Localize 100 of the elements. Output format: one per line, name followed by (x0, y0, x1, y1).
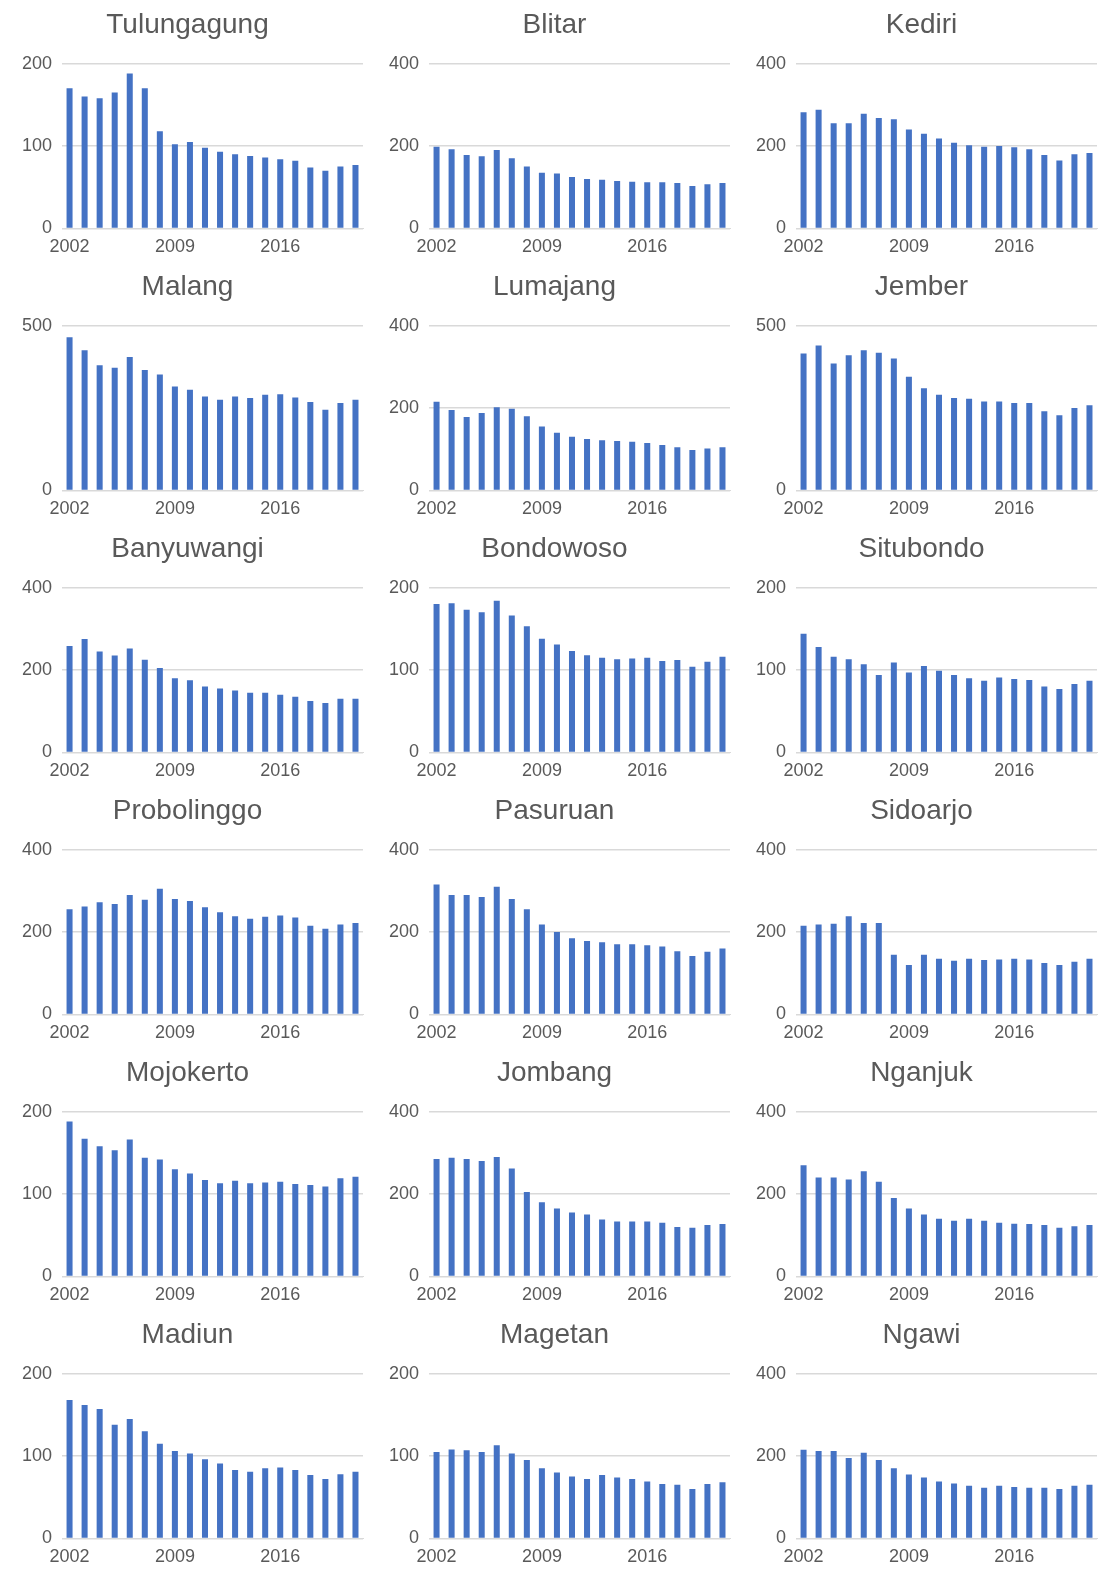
bar (584, 941, 591, 1014)
y-tick-label: 0 (409, 479, 420, 500)
bar (815, 1451, 822, 1538)
bar (201, 147, 208, 228)
bar (815, 924, 822, 1014)
bar (337, 1178, 344, 1276)
y-tick-label: 200 (21, 1362, 53, 1383)
bar (508, 1168, 515, 1276)
x-tick-label: 2002 (416, 1546, 457, 1567)
bar (292, 1470, 299, 1538)
bar (935, 1481, 942, 1538)
bar (156, 374, 163, 490)
x-tick-label: 2016 (994, 1546, 1035, 1567)
bar (337, 698, 344, 752)
bar (935, 958, 942, 1014)
bar (553, 932, 560, 1014)
y-tick-label: 0 (42, 741, 53, 762)
bar (1041, 962, 1048, 1014)
bar (232, 396, 239, 490)
bar (689, 450, 696, 490)
bar (217, 399, 224, 490)
bar (292, 696, 299, 752)
bar (463, 155, 470, 228)
x-tick-label: 2016 (627, 236, 668, 257)
bar (920, 665, 927, 752)
y-tick-label: 0 (776, 1265, 787, 1286)
bar (875, 1181, 882, 1276)
bar (262, 394, 269, 490)
bar (981, 146, 988, 228)
y-tick-label: 500 (755, 314, 787, 335)
bar (966, 958, 973, 1014)
bar (448, 149, 455, 228)
bar (644, 1221, 651, 1276)
bar (800, 353, 807, 490)
x-tick-label: 2016 (994, 760, 1035, 781)
bar (614, 1477, 621, 1538)
bar (905, 376, 912, 490)
bar (171, 1451, 178, 1538)
bar (307, 167, 314, 228)
bar (860, 113, 867, 228)
bar (217, 912, 224, 1014)
x-tick-label: 2016 (260, 760, 301, 781)
bar (66, 1121, 73, 1276)
bar (478, 896, 485, 1014)
x-tick-label: 2016 (627, 760, 668, 781)
y-tick-label: 0 (409, 1527, 420, 1548)
x-tick-label: 2016 (260, 236, 301, 257)
bar (935, 670, 942, 752)
y-tick-label: 0 (776, 741, 787, 762)
x-tick-label: 2009 (888, 1546, 929, 1567)
y-tick-label: 0 (409, 1003, 420, 1024)
bar (800, 925, 807, 1014)
bar (232, 690, 239, 752)
x-tick-label: 2016 (627, 1022, 668, 1043)
bar (629, 1221, 636, 1276)
bar (1026, 149, 1033, 228)
x-tick-label: 2002 (783, 1546, 824, 1567)
y-tick-label: 200 (755, 134, 787, 155)
bar (860, 664, 867, 752)
x-tick-label: 2002 (49, 760, 90, 781)
bar (201, 907, 208, 1014)
y-tick-label: 400 (755, 1362, 787, 1383)
y-tick-label: 400 (388, 1100, 420, 1121)
bar (860, 1171, 867, 1276)
bar (845, 355, 852, 490)
bar (463, 1450, 470, 1538)
bar (111, 655, 118, 752)
bar (262, 692, 269, 752)
bar (614, 440, 621, 490)
x-tick-label: 2016 (994, 498, 1035, 519)
bar (553, 432, 560, 490)
bar (66, 1399, 73, 1538)
chart-title: Nganjuk (870, 1055, 974, 1087)
x-tick-label: 2009 (521, 1022, 562, 1043)
bar (448, 894, 455, 1014)
bar (66, 909, 73, 1014)
y-tick-label: 0 (42, 1527, 53, 1548)
bar (719, 656, 726, 752)
bar (523, 1191, 530, 1276)
bar (463, 417, 470, 490)
bar (674, 447, 681, 490)
chart-title: Situbondo (858, 531, 985, 563)
bar (553, 1472, 560, 1538)
bar (875, 352, 882, 490)
x-tick-label: 2009 (888, 236, 929, 257)
bar (523, 416, 530, 490)
bar (111, 1150, 118, 1276)
bar (1041, 1224, 1048, 1276)
bar (845, 1458, 852, 1538)
bar (890, 1198, 897, 1276)
x-tick-label: 2002 (49, 1022, 90, 1043)
x-tick-label: 2002 (416, 1284, 457, 1305)
y-tick-label: 0 (776, 1527, 787, 1548)
bar (1086, 1484, 1093, 1538)
bar (141, 1431, 148, 1538)
bar (719, 447, 726, 490)
bar (232, 154, 239, 228)
bar (689, 185, 696, 228)
bar (337, 403, 344, 490)
bar (845, 1179, 852, 1276)
